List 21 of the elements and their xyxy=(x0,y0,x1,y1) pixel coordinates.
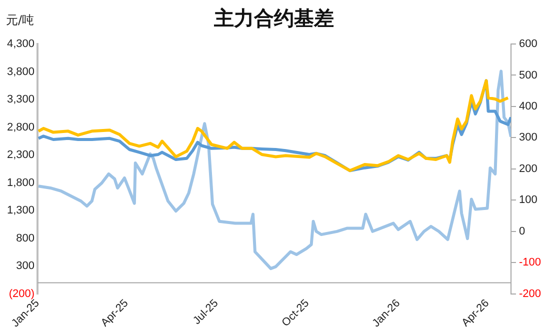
y2-tick-label: -200 xyxy=(518,288,542,300)
y2-tick-label: 600 xyxy=(518,38,538,50)
y-tick-label: 2,800 xyxy=(6,121,35,134)
y2-tick-label: -100 xyxy=(518,256,542,269)
y-tick-label: 1,300 xyxy=(6,204,35,217)
y-tick-label: 3,300 xyxy=(6,94,35,106)
chart-title: 主力合约基差 xyxy=(213,6,334,30)
y-tick-label: 1,800 xyxy=(6,176,35,189)
y2-tick-label: 300 xyxy=(518,132,538,144)
y-tick-label: (200) xyxy=(8,288,35,300)
y-tick-label: 4,300 xyxy=(6,38,35,50)
y2-tick-label: 0 xyxy=(518,225,526,238)
y2-tick-label: 400 xyxy=(518,100,538,112)
y2-tick-label: 500 xyxy=(518,69,538,82)
y-tick-label: 3,800 xyxy=(6,66,35,78)
y-axis-title: 元/吨 xyxy=(6,12,34,29)
y2-tick-label: 100 xyxy=(518,194,538,206)
y-tick-label: 300 xyxy=(16,260,35,272)
y2-tick-label: 200 xyxy=(518,162,538,175)
y-tick-label: 2,300 xyxy=(6,149,35,162)
y-tick-label: 800 xyxy=(16,232,35,244)
